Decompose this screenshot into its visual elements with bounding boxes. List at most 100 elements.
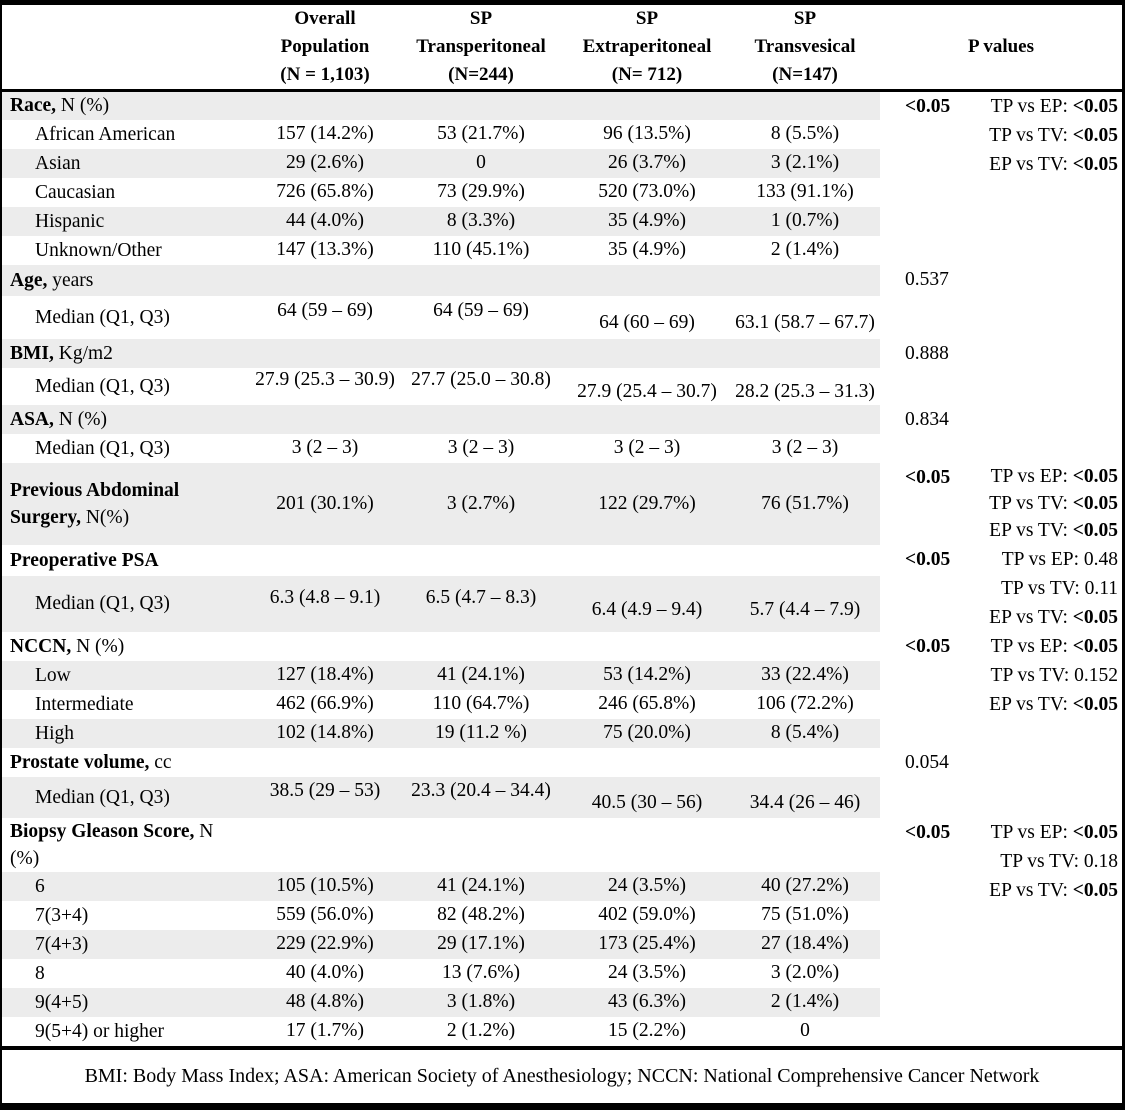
- gleason-9-5-4-or-higher-label: 9(5+4) or higher: [35, 1020, 165, 1042]
- pairwise-line: TP vs TV: <0.05: [962, 121, 1118, 150]
- cell-value: 27 (18.4%): [761, 933, 849, 954]
- cell-value: 8 (3.3%): [446, 210, 516, 231]
- gleason-7-4-3-row: 7(4+3) 229 (22.9%) 29 (17.1%) 173 (25.4%) 27…: [2, 929, 1122, 959]
- section-label-bold: Previous Abdominal Surgery,: [10, 479, 180, 528]
- race-unknown-other-value-transvesical: 2 (1.4%): [730, 236, 880, 265]
- bmi-header-p-value: 0.888: [905, 342, 949, 364]
- cell-value: 5.7 (4.4 – 7.9): [749, 598, 861, 620]
- pairwise-label: TP vs EP:: [1001, 548, 1084, 570]
- pairwise-label: TP vs TV:: [989, 125, 1073, 146]
- col-header-transperitoneal: SP Transperitoneal (N=244): [398, 5, 564, 92]
- nccn-header-value-overall: [252, 632, 398, 661]
- nccn-header-pairwise-p-values: TP vs EP: <0.05 TP vs TV: 0.152 EP vs TV: …: [962, 632, 1122, 748]
- section-label-rest: N (%): [71, 635, 125, 657]
- pairwise-label: TP vs TV:: [1000, 850, 1084, 872]
- gleason-8-value-transvesical: 3 (2.0%): [730, 959, 880, 988]
- nccn-intermediate-value-transperitoneal: 110 (64.7%): [398, 690, 564, 719]
- race-hispanic-value-transvesical: 1 (0.7%): [730, 206, 880, 236]
- race-header-value-overall: [252, 90, 398, 120]
- psa-median-value-transvesical: 5.7 (4.4 – 7.9): [730, 576, 880, 632]
- cell-value: 64 (60 – 69): [599, 312, 695, 333]
- race-header-p-value: <0.05: [905, 96, 951, 117]
- race-caucasian-label: Caucasian: [35, 181, 116, 203]
- gleason-8-value-transperitoneal: 13 (7.6%): [398, 959, 564, 988]
- col-header-line: (N = 1,103): [280, 64, 370, 85]
- nccn-high-label: High: [2, 718, 252, 748]
- gleason-header-pairwise-p-values: TP vs EP: <0.05 TP vs TV: 0.18 EP vs TV: <…: [962, 818, 1122, 1046]
- race-header-label: Race, N (%): [2, 90, 252, 120]
- race-unknown-other-label: Unknown/Other: [35, 239, 162, 261]
- gleason-9-4-5-value-extraperitoneal: 43 (6.3%): [564, 987, 730, 1017]
- psa-header-value-overall: [252, 545, 398, 577]
- prostate-volume-header-value-overall: [252, 748, 398, 777]
- race-african-american-row: African American 157 (14.2%) 53 (21.7%) 96 …: [2, 120, 1122, 149]
- gleason-7-3-4-row: 7(3+4) 559 (56.0%) 82 (48.2%) 402 (59.0%) 75…: [2, 901, 1122, 930]
- gleason-8-label: 8: [35, 962, 45, 984]
- cell-value: 26 (3.7%): [608, 152, 686, 173]
- nccn-intermediate-value-extraperitoneal: 246 (65.8%): [564, 690, 730, 719]
- gleason-7-3-4-value-overall: 559 (56.0%): [252, 901, 398, 930]
- cell-value: 53 (21.7%): [437, 123, 525, 144]
- cell-value: 3 (2 – 3): [291, 437, 359, 458]
- bmi-header-pairwise-p-values: [962, 339, 1122, 405]
- pairwise-value: <0.05: [1072, 492, 1119, 514]
- previous-abdominal-surgery-value-transvesical: 76 (51.7%): [730, 462, 880, 545]
- gleason-8-row: 8 40 (4.0%) 13 (7.6%) 24 (3.5%) 3 (2.0%): [2, 959, 1122, 988]
- col-header-line: Overall: [294, 8, 356, 29]
- cell-value: 0: [800, 1020, 810, 1041]
- previous-abdominal-surgery-p-value: <0.05: [905, 466, 951, 488]
- race-african-american-value-transperitoneal: 53 (21.7%): [398, 120, 564, 149]
- psa-median-value-overall: 6.3 (4.8 – 9.1): [252, 576, 398, 632]
- age-header-value-extraperitoneal: [564, 264, 730, 296]
- gleason-6-value-transperitoneal: 41 (24.1%): [398, 871, 564, 901]
- cell-value: 15 (2.2%): [608, 1020, 686, 1041]
- cell-value: 24 (3.5%): [608, 962, 686, 983]
- bmi-header-value-transperitoneal: [398, 338, 564, 368]
- asa-median-label: Median (Q1, Q3): [35, 437, 170, 459]
- race-african-american-value-extraperitoneal: 96 (13.5%): [564, 120, 730, 149]
- previous-abdominal-surgery-label: Previous Abdominal Surgery, N(%): [2, 462, 252, 545]
- cell-value: 3 (2 – 3): [771, 437, 839, 458]
- pairwise-line: EP vs TV: <0.05: [962, 603, 1118, 632]
- gleason-7-3-4-value-extraperitoneal: 402 (59.0%): [564, 901, 730, 930]
- cell-value: 29 (2.6%): [286, 152, 364, 173]
- bmi-header-label: BMI, Kg/m2: [2, 338, 252, 368]
- nccn-intermediate-row: Intermediate 462 (66.9%) 110 (64.7%) 246 (6…: [2, 690, 1122, 719]
- pairwise-label: EP vs TV:: [989, 879, 1073, 901]
- cell-value: 110 (45.1%): [432, 239, 530, 260]
- race-asian-label: Asian: [2, 148, 252, 178]
- col-header-line: Extraperitoneal: [582, 36, 712, 57]
- prostate-volume-header-row: Prostate volume, cc 0.054: [2, 748, 1122, 777]
- cell-value: 6.3 (4.8 – 9.1): [269, 586, 381, 608]
- cell-value: 6.5 (4.7 – 8.3): [425, 586, 537, 608]
- pairwise-value: <0.05: [1072, 125, 1119, 146]
- previous-abdominal-surgery-value-transperitoneal: 3 (2.7%): [398, 462, 564, 545]
- pairwise-value: <0.05: [1072, 821, 1119, 843]
- cell-value: 8 (5.5%): [770, 123, 840, 144]
- cell-value: 3 (2 – 3): [613, 437, 681, 458]
- cell-value: 8 (5.4%): [770, 722, 840, 743]
- pairwise-value: <0.05: [1072, 606, 1119, 628]
- cell-value: 73 (29.9%): [437, 181, 525, 202]
- asa-median-value-transvesical: 3 (2 – 3): [730, 434, 880, 463]
- cell-value: 102 (14.8%): [276, 722, 374, 743]
- race-caucasian-value-transvesical: 133 (91.1%): [730, 178, 880, 207]
- race-header-value-transperitoneal: [398, 90, 564, 120]
- age-header-row: Age, years 0.537: [2, 264, 1122, 296]
- bmi-median-value-overall: 27.9 (25.3 – 30.9): [252, 368, 398, 405]
- gleason-6-value-extraperitoneal: 24 (3.5%): [564, 871, 730, 901]
- age-header-value-transvesical: [730, 264, 880, 296]
- cell-value: 40 (27.2%): [761, 875, 849, 896]
- age-median-value-extraperitoneal: 64 (60 – 69): [564, 296, 730, 339]
- gleason-9-5-4-or-higher-value-overall: 17 (1.7%): [252, 1017, 398, 1046]
- section-label-rest: years: [47, 269, 94, 291]
- cell-value: 6.4 (4.9 – 9.4): [591, 598, 703, 620]
- pairwise-line: TP vs TV: <0.05: [962, 490, 1118, 517]
- cell-value: 27.9 (25.3 – 30.9): [255, 369, 395, 390]
- age-median-value-transvesical: 63.1 (58.7 – 67.7): [730, 296, 880, 339]
- section-label-bold: ASA,: [10, 408, 54, 430]
- col-header-p-values: P values: [880, 5, 1123, 92]
- pairwise-label: EP vs TV:: [989, 693, 1073, 715]
- cell-value: 201 (30.1%): [276, 492, 374, 514]
- cell-value: 53 (14.2%): [603, 664, 691, 685]
